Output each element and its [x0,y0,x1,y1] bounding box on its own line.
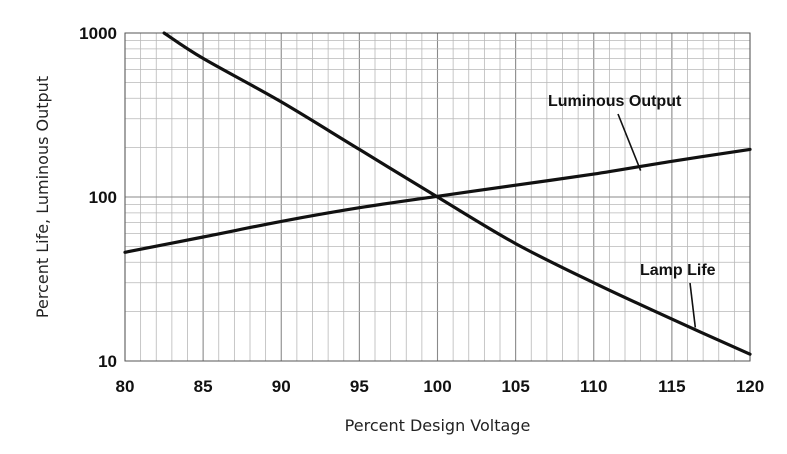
x-axis-label: Percent Design Voltage [345,416,531,435]
y-axis-ticks: 10 100 1000 [79,24,117,371]
x-tick-label: 80 [116,377,135,396]
series-lines [123,31,752,356]
x-tick-label: 115 [658,377,685,396]
annotations: Luminous Output Lamp Life [548,93,716,328]
x-axis-ticks: 80 85 90 95 100 105 110 115 120 [116,377,765,396]
x-tick-label: 100 [423,377,451,396]
y-axis-label: Percent Life, Luminous Output [33,76,52,318]
plot-frame [124,32,751,362]
y-tick-label: 100 [89,188,117,207]
annotation-leader-line [617,113,642,171]
annotation-label: Luminous Output [548,93,682,110]
x-tick-label: 110 [580,377,607,396]
x-tick-label: 95 [350,377,369,396]
x-tick-label: 90 [272,377,291,396]
y-tick-label: 1000 [79,24,117,43]
series-line-luminous-output [123,147,752,254]
annotation-label: Lamp Life [640,262,716,279]
x-tick-label: 85 [194,377,213,396]
x-tick-label: 105 [501,377,529,396]
x-tick-label: 120 [736,377,764,396]
annotation-leader-line [689,282,697,328]
y-tick-label: 10 [98,352,117,371]
